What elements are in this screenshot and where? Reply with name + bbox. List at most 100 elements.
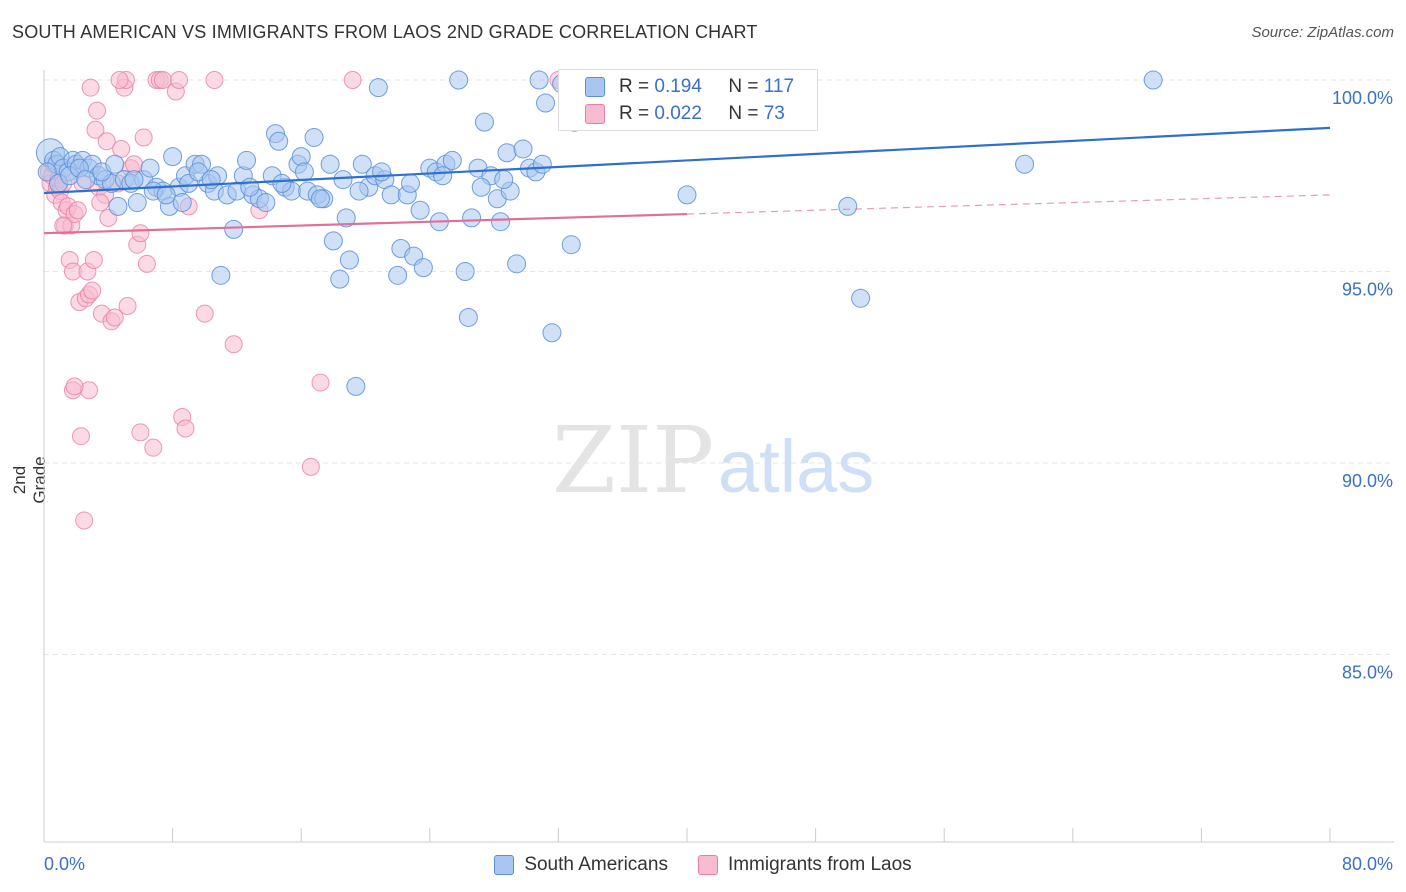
south-american-point <box>349 181 369 201</box>
south-american-point <box>346 376 366 396</box>
south-american-point <box>529 70 549 90</box>
watermark-atlas: atlas <box>718 425 874 508</box>
south-american-point <box>455 262 475 281</box>
south-american-point <box>237 150 257 170</box>
legend-item-south-americans[interactable]: South Americans <box>494 852 668 878</box>
south-american-point <box>368 78 388 98</box>
south-american-point <box>330 269 350 289</box>
legend-label-laos: Immigrants from Laos <box>727 854 912 875</box>
laos-point <box>83 281 102 300</box>
south-american-point <box>240 177 260 197</box>
stats-n-label: N = <box>728 103 759 124</box>
south-american-point <box>474 112 494 132</box>
laos-point <box>81 78 100 97</box>
south-american-point <box>372 162 392 182</box>
stats-n-value: 73 <box>763 103 785 124</box>
south-american-point <box>471 177 491 197</box>
stats-r-label: R = <box>619 76 650 97</box>
south-american-point <box>272 173 292 193</box>
legend-swatch-blue <box>494 855 515 875</box>
y-tick-label: 95.0% <box>1342 280 1393 300</box>
south-american-point <box>1015 154 1035 174</box>
stats-n-value: 117 <box>763 76 795 97</box>
laos-point <box>134 128 153 147</box>
laos-point <box>71 427 90 446</box>
south-american-point <box>507 254 527 274</box>
laos-point <box>65 377 84 396</box>
laos-point <box>205 71 224 89</box>
laos-point <box>311 373 330 392</box>
south-american-point <box>494 170 514 190</box>
south-american-point <box>462 208 482 228</box>
laos-points <box>39 71 568 530</box>
laos-point <box>343 71 362 89</box>
south-american-point <box>513 139 533 159</box>
y-tick-label: 100.0% <box>1332 88 1393 108</box>
south-american-point <box>304 127 324 147</box>
laos-trend-extension <box>686 194 1331 215</box>
stats-swatch-pink <box>585 104 605 124</box>
south-american-point <box>339 250 359 270</box>
south-american-point <box>124 170 144 190</box>
stats-n-label: N = <box>728 76 759 97</box>
south-american-point <box>491 212 511 232</box>
south-american-point <box>156 185 176 205</box>
south-american-point <box>108 196 128 216</box>
south-american-point <box>1143 70 1163 90</box>
stats-legend-box: R = 0.194 N = 117 R = 0.022 N = 73 <box>558 69 818 131</box>
south-american-point <box>291 147 311 167</box>
south-american-point <box>211 265 231 285</box>
legend: South Americans Immigrants from Laos <box>0 852 1406 878</box>
south-american-point <box>269 131 289 151</box>
trend-lines <box>43 126 1331 235</box>
laos-point <box>105 308 124 327</box>
laos-point <box>54 216 73 235</box>
south-american-point <box>458 307 478 327</box>
watermark: ZIP atlas <box>552 407 874 514</box>
south-american-point <box>336 208 356 228</box>
south-american-point <box>388 265 408 285</box>
legend-swatch-pink <box>697 855 718 875</box>
south-american-point <box>163 147 183 167</box>
x-tick-label-max: 80.0% <box>1342 854 1393 874</box>
laos-point <box>118 296 137 315</box>
laos-point <box>75 511 94 530</box>
chart-title: SOUTH AMERICAN VS IMMIGRANTS FROM LAOS 2… <box>12 22 758 42</box>
south-american-point <box>323 231 343 251</box>
south-american-point <box>320 154 340 174</box>
laos-point <box>137 254 156 273</box>
south-american-point <box>410 200 430 220</box>
laos-trend-line <box>43 212 688 235</box>
laos-point <box>91 193 110 212</box>
legend-label-south-americans: South Americans <box>524 854 668 875</box>
south-american-point <box>352 154 372 174</box>
south-american-point <box>294 162 314 182</box>
south-american-point <box>442 150 462 170</box>
stats-r-value: 0.194 <box>654 76 702 97</box>
stats-r-value: 0.022 <box>654 103 702 124</box>
south-american-point <box>433 166 453 186</box>
laos-point <box>110 71 129 89</box>
laos-point <box>224 335 243 354</box>
south-american-point <box>561 235 581 255</box>
legend-item-laos[interactable]: Immigrants from Laos <box>697 852 912 878</box>
laos-point <box>301 457 320 476</box>
south-american-point <box>310 189 330 209</box>
south-american-point <box>532 154 552 174</box>
south-american-point <box>381 185 401 205</box>
laos-point <box>170 71 189 89</box>
south-american-point <box>140 158 160 178</box>
laos-point <box>86 120 105 139</box>
south-american-point <box>413 258 433 278</box>
laos-point <box>88 101 107 120</box>
south-american-point <box>497 143 517 163</box>
stats-swatch-blue <box>585 77 605 97</box>
y-tick-label: 90.0% <box>1342 471 1393 491</box>
south-american-point <box>76 170 96 190</box>
south-american-point <box>333 170 353 190</box>
stats-r-label: R = <box>619 103 650 124</box>
laos-point <box>144 438 163 457</box>
south-american-point <box>838 196 858 216</box>
south-american-point <box>851 288 871 308</box>
south-american-point <box>224 219 244 239</box>
